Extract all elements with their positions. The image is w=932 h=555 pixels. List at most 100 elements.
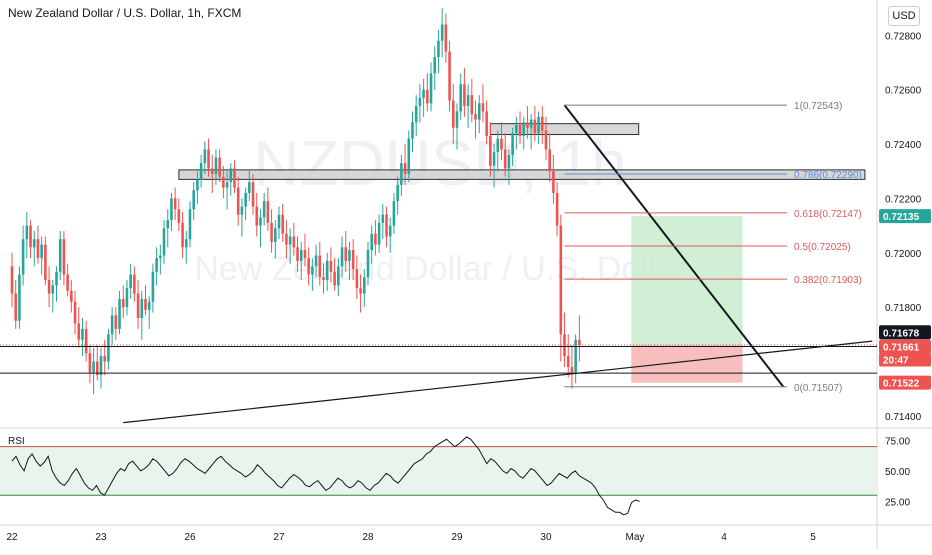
candle-body	[285, 233, 288, 245]
candle-body	[273, 228, 277, 242]
price-axis-tick: 0.72600	[885, 86, 922, 97]
candle-body	[381, 214, 385, 223]
candle-body	[181, 222, 184, 248]
time-axis-label: 28	[362, 532, 374, 543]
candle-body	[374, 233, 377, 245]
fib-level-label: 1(0.72543)	[794, 101, 842, 112]
candle-body	[47, 279, 51, 294]
fib-level-label: 0.5(0.72025)	[794, 242, 851, 253]
candle-body	[448, 51, 451, 101]
candle-body	[437, 40, 440, 58]
time-axis-label: 4	[721, 532, 727, 543]
candle-body	[166, 220, 170, 229]
candle-body	[88, 353, 92, 373]
candle-body	[233, 168, 236, 188]
candle-body	[526, 122, 529, 128]
candle-body	[214, 157, 218, 174]
candle-body	[73, 301, 77, 324]
candle-body	[559, 225, 563, 335]
candle-body	[359, 288, 362, 294]
candle-body	[155, 258, 158, 272]
candle-body	[84, 328, 88, 354]
position-target-zone	[631, 216, 743, 345]
candle-body	[344, 247, 348, 261]
candle-body	[25, 225, 29, 240]
price-tag-label: 20:47	[883, 356, 909, 367]
candle-body	[422, 89, 425, 98]
candle-body	[121, 298, 125, 308]
candle-body	[492, 152, 496, 166]
candle-body	[322, 277, 325, 280]
rsi-axis-tick: 75.00	[885, 437, 910, 448]
candle-body	[159, 255, 162, 259]
candle-body	[366, 250, 370, 278]
candle-body	[544, 130, 548, 150]
candle-body	[337, 266, 340, 286]
symbol-title: New Zealand Dollar / U.S. Dollar, 1h, FX…	[8, 6, 242, 20]
candle-body	[203, 149, 207, 164]
candle-body	[207, 149, 210, 169]
candle-body	[125, 288, 129, 308]
price-axis-tick: 0.72800	[885, 31, 922, 42]
candle-body	[329, 260, 333, 272]
candle-body	[162, 228, 166, 256]
candle-body	[518, 125, 522, 136]
candle-body	[81, 328, 84, 340]
candle-body	[552, 171, 555, 193]
fib-level-label: 0.786(0.72290)	[794, 170, 862, 181]
candle-body	[355, 269, 359, 289]
candle-body	[58, 239, 62, 272]
candle-body	[222, 176, 225, 188]
candle-body	[199, 163, 203, 180]
candle-body	[188, 209, 192, 240]
time-axis-label: 29	[451, 532, 463, 543]
candle-body	[418, 97, 422, 106]
candle-body	[578, 339, 581, 346]
candle-body	[566, 356, 570, 367]
rsi-line	[11, 436, 640, 516]
price-axis-tick: 0.72200	[885, 194, 922, 205]
candle-body	[44, 244, 47, 280]
fib-level-label: 0(0.71507)	[794, 383, 842, 394]
candle-body	[210, 168, 214, 174]
candle-body	[236, 187, 240, 215]
candle-body	[318, 255, 322, 278]
price-tag-label: 0.71661	[883, 343, 920, 354]
rsi-axis-tick: 50.00	[885, 467, 910, 478]
candle-body	[529, 119, 533, 128]
candle-body	[411, 122, 414, 139]
watermark-ticker: NZDUSD, 1h	[253, 127, 626, 199]
price-tag	[879, 325, 931, 340]
candle-body	[40, 244, 43, 259]
candle-body	[403, 163, 407, 174]
candle-body	[540, 116, 544, 131]
candle-body	[503, 149, 507, 169]
price-tag-label: 0.71678	[883, 328, 920, 339]
candle-body	[396, 184, 399, 202]
candle-body	[489, 135, 492, 166]
candle-body	[270, 222, 273, 242]
candle-body	[537, 116, 540, 134]
candle-body	[136, 293, 140, 318]
candle-body	[281, 214, 284, 234]
candle-body	[400, 163, 403, 185]
candle-body	[481, 103, 485, 112]
candle-body	[184, 239, 188, 248]
time-axis-label: 26	[184, 532, 196, 543]
price-tag	[879, 375, 931, 390]
candle-body	[248, 182, 251, 193]
candle-body	[118, 298, 121, 329]
candle-body	[244, 192, 247, 207]
candle-body	[170, 198, 173, 221]
candle-body	[555, 192, 559, 226]
candle-body	[173, 198, 177, 210]
candle-body	[548, 149, 551, 172]
currency-button[interactable]: USD	[888, 6, 920, 26]
fib-level-label: 0.618(0.72147)	[794, 209, 862, 220]
candle-body	[103, 356, 106, 362]
time-axis-label: 30	[540, 532, 552, 543]
price-tag	[879, 339, 931, 354]
candle-body	[10, 266, 14, 294]
candle-body	[296, 247, 299, 261]
